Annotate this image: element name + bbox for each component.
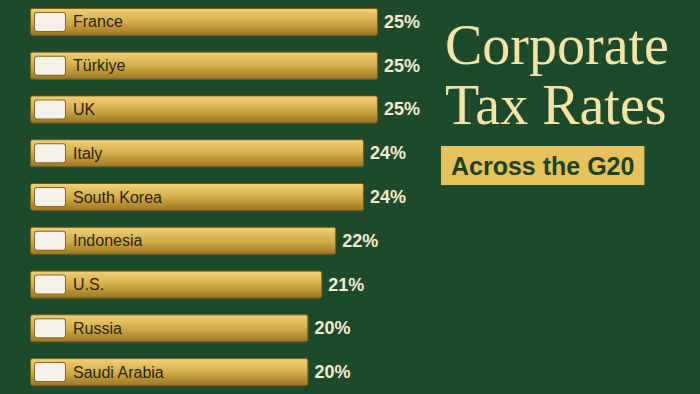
svg-text:25%: 25% xyxy=(384,12,420,32)
svg-text:21%: 21% xyxy=(328,275,364,295)
svg-text:Corporate: Corporate xyxy=(445,14,683,76)
svg-text:25%: 25% xyxy=(384,56,420,76)
svg-text:France: France xyxy=(73,13,123,30)
svg-text:22%: 22% xyxy=(342,231,378,251)
svg-text:U.S.: U.S. xyxy=(73,276,104,293)
svg-text:Indonesia: Indonesia xyxy=(73,232,142,249)
svg-text:24%: 24% xyxy=(370,187,406,207)
svg-text:Saudi Arabia: Saudi Arabia xyxy=(73,364,164,381)
svg-text:Italy: Italy xyxy=(73,145,102,162)
svg-text:South Korea: South Korea xyxy=(73,189,162,206)
svg-text:Tax Rates: Tax Rates xyxy=(445,74,667,136)
svg-text:24%: 24% xyxy=(370,143,406,163)
svg-text:20%: 20% xyxy=(314,318,350,338)
svg-text:Türkiye: Türkiye xyxy=(73,57,126,74)
svg-text:Russia: Russia xyxy=(73,320,122,337)
svg-text:20%: 20% xyxy=(314,362,350,382)
svg-text:Across the G20: Across the G20 xyxy=(451,152,634,180)
svg-text:UK: UK xyxy=(73,101,96,118)
svg-text:25%: 25% xyxy=(384,99,420,119)
